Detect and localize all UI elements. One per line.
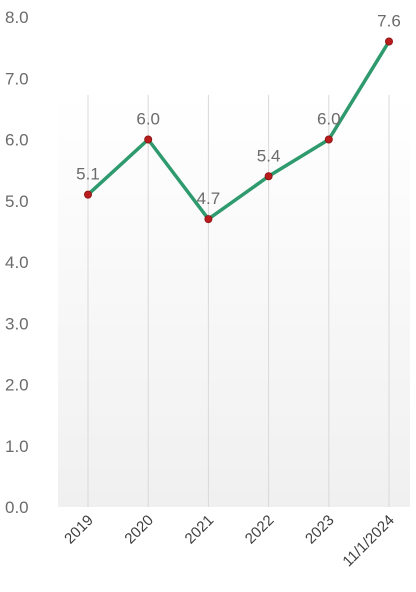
y-axis-ticks: 0.0 1.0 2.0 3.0 4.0 5.0 6.0 7.0 8.0: [5, 8, 29, 517]
x-tick-label: 2022: [242, 512, 278, 548]
y-tick-label: 4.0: [5, 253, 29, 272]
data-point-3: [264, 172, 273, 181]
y-tick-label: 2.0: [5, 376, 29, 395]
data-label: 5.1: [76, 165, 100, 184]
data-point-5: [384, 37, 393, 46]
x-tick-label: 2020: [121, 512, 157, 548]
y-tick-label: 8.0: [5, 8, 29, 27]
x-tick-label: 2021: [182, 512, 218, 548]
data-point-4: [324, 135, 333, 144]
x-tick-label: 2023: [302, 512, 338, 548]
x-tick-label: 2019: [61, 512, 97, 548]
y-tick-label: 0.0: [5, 498, 29, 517]
data-point-2: [204, 215, 213, 224]
data-label: 4.7: [197, 189, 221, 208]
grid-lines: [87, 95, 390, 507]
plot-area: [58, 95, 410, 507]
data-label: 7.6: [377, 12, 401, 31]
data-label: 5.4: [257, 146, 281, 165]
y-tick-label: 6.0: [5, 131, 29, 150]
data-labels: 5.1 6.0 4.7 5.4 6.0 7.6: [76, 12, 401, 209]
series-line-group: [86, 39, 391, 221]
y-tick-label: 7.0: [5, 69, 29, 88]
x-tick-label: 11/1/2024: [339, 512, 397, 570]
data-point-1: [144, 135, 153, 144]
series-line: [86, 39, 391, 221]
data-points: [84, 37, 393, 224]
y-tick-label: 1.0: [5, 437, 29, 456]
y-tick-label: 5.0: [5, 192, 29, 211]
data-point-0: [84, 190, 93, 199]
data-label: 6.0: [136, 110, 160, 129]
x-axis-ticks: 2019 2020 2021 2022 2023 11/1/2024: [61, 512, 398, 570]
data-label: 6.0: [317, 110, 341, 129]
y-tick-label: 3.0: [5, 314, 29, 333]
